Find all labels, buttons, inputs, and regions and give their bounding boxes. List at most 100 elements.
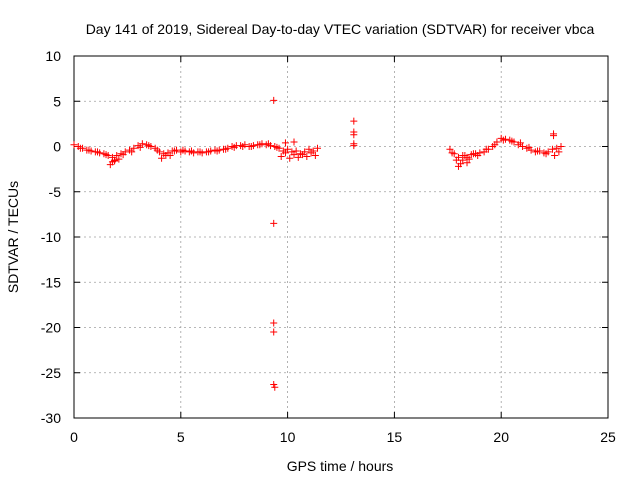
y-tick-label: -10 bbox=[41, 229, 61, 245]
y-tick-label: 5 bbox=[53, 93, 61, 109]
data-point bbox=[469, 150, 477, 158]
data-point bbox=[292, 147, 300, 155]
data-point bbox=[230, 143, 238, 151]
data-point bbox=[516, 139, 524, 147]
data-point bbox=[113, 152, 121, 160]
y-tick-label: -15 bbox=[41, 274, 61, 290]
data-point bbox=[102, 151, 110, 159]
x-tick-labels: 0 5 10 15 20 25 bbox=[70, 429, 616, 445]
data-point bbox=[277, 152, 285, 160]
data-point bbox=[270, 219, 278, 227]
data-point bbox=[270, 328, 278, 336]
data-point bbox=[138, 140, 146, 148]
data-point bbox=[350, 142, 358, 150]
data-point bbox=[499, 136, 507, 144]
data-point bbox=[222, 145, 230, 153]
data-point bbox=[555, 148, 563, 156]
data-point bbox=[158, 154, 166, 162]
y-tick-labels: -30 -25 -20 -15 -10 -5 0 5 10 bbox=[41, 48, 61, 426]
data-points bbox=[70, 96, 565, 391]
x-tick-label: 10 bbox=[280, 429, 296, 445]
y-tick-label: -30 bbox=[41, 410, 61, 426]
data-point bbox=[548, 145, 556, 153]
data-point bbox=[446, 145, 454, 153]
data-point bbox=[305, 145, 313, 153]
data-point bbox=[482, 145, 490, 153]
data-point bbox=[551, 152, 559, 160]
data-point bbox=[85, 146, 93, 154]
data-point bbox=[350, 117, 358, 125]
x-tick-label: 0 bbox=[70, 429, 78, 445]
data-point bbox=[170, 147, 178, 155]
data-point bbox=[534, 147, 542, 155]
data-point bbox=[284, 145, 292, 153]
data-point bbox=[205, 148, 213, 156]
data-point bbox=[454, 162, 462, 170]
y-tick-label: -20 bbox=[41, 320, 61, 336]
data-point bbox=[239, 143, 247, 150]
data-point bbox=[70, 141, 78, 149]
data-point bbox=[130, 144, 138, 152]
y-tick-label: -25 bbox=[41, 365, 61, 381]
data-point bbox=[256, 141, 264, 149]
data-point bbox=[491, 141, 499, 149]
data-point bbox=[270, 319, 278, 327]
data-point bbox=[519, 143, 527, 150]
data-point bbox=[350, 131, 358, 139]
y-tick-label: 10 bbox=[45, 48, 61, 64]
data-point bbox=[474, 152, 482, 160]
x-tick-label: 20 bbox=[493, 429, 509, 445]
data-point bbox=[465, 155, 473, 163]
data-point bbox=[196, 148, 204, 156]
data-point bbox=[213, 147, 221, 155]
data-point bbox=[247, 143, 255, 150]
data-point bbox=[76, 144, 84, 152]
data-point bbox=[179, 146, 187, 154]
data-point bbox=[281, 139, 289, 147]
data-point bbox=[553, 144, 561, 152]
data-point bbox=[448, 149, 456, 157]
data-point bbox=[290, 151, 298, 159]
y-tick-label: -5 bbox=[49, 184, 62, 200]
data-point bbox=[303, 152, 311, 160]
data-point bbox=[550, 132, 558, 140]
x-axis-label: GPS time / hours bbox=[287, 458, 394, 474]
data-point bbox=[119, 151, 127, 159]
data-point bbox=[290, 138, 298, 146]
grid bbox=[74, 56, 608, 418]
data-point bbox=[307, 149, 315, 157]
y-tick-label: 0 bbox=[53, 139, 61, 155]
data-point bbox=[271, 383, 279, 391]
data-point bbox=[286, 154, 294, 162]
x-tick-label: 25 bbox=[600, 429, 616, 445]
data-point bbox=[314, 144, 322, 152]
data-point bbox=[311, 152, 319, 160]
data-point bbox=[508, 137, 516, 145]
data-point bbox=[115, 155, 123, 163]
data-point bbox=[136, 143, 144, 151]
x-tick-label: 15 bbox=[387, 429, 403, 445]
data-point bbox=[264, 140, 272, 148]
data-point bbox=[270, 96, 278, 104]
data-point bbox=[294, 153, 302, 161]
y-axis-label: SDTVAR / TECUs bbox=[5, 181, 21, 293]
x-tick-label: 5 bbox=[177, 429, 185, 445]
data-point bbox=[542, 150, 550, 158]
data-point bbox=[145, 142, 153, 150]
data-point bbox=[281, 149, 289, 157]
data-point bbox=[153, 146, 161, 154]
data-point bbox=[187, 147, 195, 155]
data-point bbox=[525, 143, 533, 151]
data-point bbox=[273, 143, 281, 151]
data-point bbox=[93, 148, 101, 156]
data-point bbox=[557, 143, 565, 150]
data-point bbox=[463, 159, 471, 167]
data-point bbox=[299, 151, 307, 159]
plot-frame bbox=[73, 55, 609, 419]
data-point bbox=[111, 157, 119, 165]
chart-title: Day 141 of 2019, Sidereal Day-to-day VTE… bbox=[86, 21, 595, 37]
data-point bbox=[452, 156, 460, 164]
data-point bbox=[166, 152, 174, 160]
data-point bbox=[128, 148, 136, 156]
